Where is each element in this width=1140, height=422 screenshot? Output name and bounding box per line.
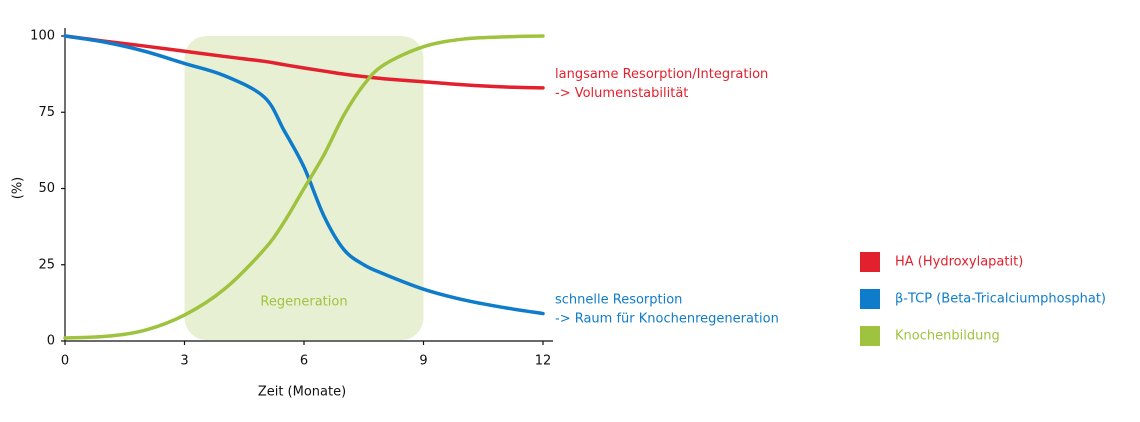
y-tick-label: 75 [38,105,55,120]
legend-swatch [860,252,880,272]
legend-swatch [860,326,880,346]
y-axis-label: (%) [11,177,26,200]
legend-label: β-TCP (Beta-Tricalciumphosphat) [895,292,1106,307]
y-tick-label: 0 [47,334,55,349]
series-line [63,34,545,90]
x-axis-label: Zeit (Monate) [258,385,346,400]
y-tick-label: 100 [30,29,55,44]
annotation: -> Volumenstabilität [555,86,688,101]
annotation: langsame Resorption/Integration [555,67,768,82]
legend-label: HA (Hydroxylapatit) [895,255,1023,270]
annotation: -> Raum für Knochenregeneration [555,312,779,327]
y-tick-label: 25 [38,257,55,272]
y-tick-label: 50 [38,181,55,196]
x-tick-label: 0 [61,354,69,369]
annotation: schnelle Resorption [555,293,682,308]
highlight-label: Regeneration [260,295,347,310]
x-tick-label: 3 [180,354,188,369]
x-tick-label: 9 [419,354,427,369]
legend-swatch [860,289,880,309]
series-line [63,34,545,340]
series-line [63,34,545,316]
x-tick-label: 6 [300,354,308,369]
legend-label: Knochenbildung [895,329,1000,344]
x-tick-label: 12 [535,354,552,369]
